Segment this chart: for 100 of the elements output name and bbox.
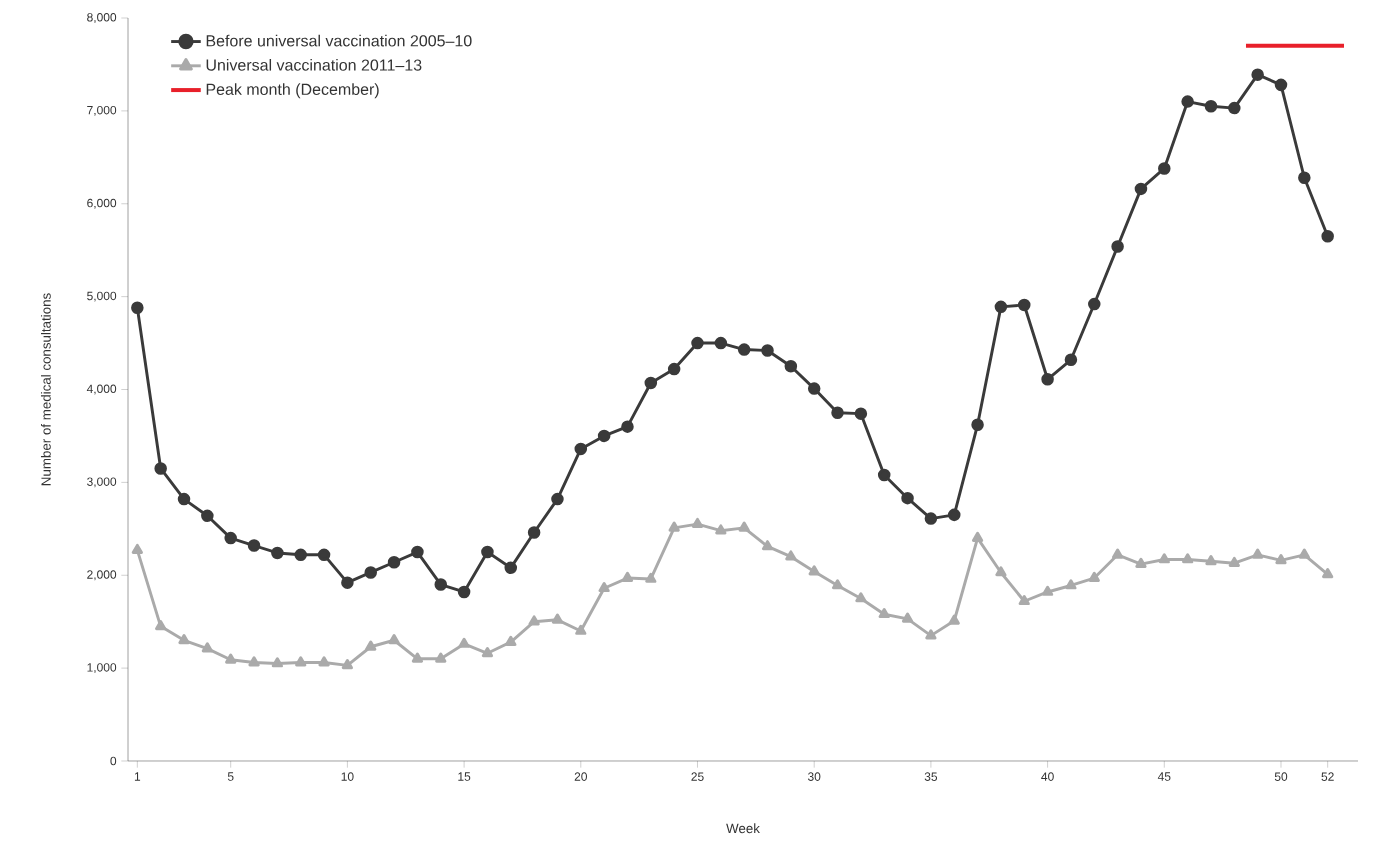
point	[878, 607, 890, 619]
point	[481, 647, 494, 658]
x-tick-label: 10	[341, 772, 354, 781]
legend-label: Before universal vaccination 2005–10	[206, 34, 472, 47]
point	[434, 578, 448, 591]
point	[924, 512, 938, 525]
point	[201, 642, 213, 653]
point	[668, 521, 680, 532]
point	[458, 637, 470, 648]
point	[575, 624, 587, 635]
point	[295, 656, 307, 667]
point	[411, 545, 424, 559]
x-tick-label: 45	[1157, 772, 1171, 781]
point	[387, 555, 401, 569]
point	[271, 546, 284, 560]
point	[667, 362, 681, 376]
point	[1041, 585, 1054, 596]
point	[341, 576, 354, 589]
y-tick-label: 7,000	[87, 105, 117, 116]
point	[457, 585, 471, 599]
point	[1251, 68, 1264, 81]
point	[1252, 548, 1264, 559]
point	[1181, 95, 1194, 108]
point	[1041, 373, 1054, 386]
point	[737, 343, 751, 356]
x-tick-label: 15	[458, 772, 471, 781]
point	[1321, 229, 1334, 243]
y-tick-label: 5,000	[87, 291, 117, 302]
point	[1088, 297, 1101, 311]
point	[1017, 298, 1031, 312]
point	[785, 550, 797, 561]
point	[574, 442, 588, 456]
point	[294, 548, 307, 562]
point	[317, 548, 331, 562]
point	[877, 468, 891, 482]
point	[528, 615, 540, 626]
point	[155, 620, 167, 631]
point	[1158, 553, 1170, 564]
point	[551, 613, 564, 624]
point	[505, 635, 517, 646]
point	[691, 336, 704, 350]
point	[831, 579, 844, 590]
x-tick-label: 52	[1321, 772, 1334, 781]
point	[1182, 553, 1194, 564]
point	[364, 566, 377, 579]
point	[901, 612, 914, 623]
point	[808, 565, 820, 576]
point	[154, 462, 167, 475]
point	[1228, 101, 1241, 115]
point	[1018, 594, 1030, 606]
point	[1064, 353, 1078, 367]
point	[994, 300, 1008, 314]
point	[901, 491, 914, 505]
point	[1111, 240, 1124, 253]
point	[177, 492, 191, 506]
x-tick-label: 25	[691, 772, 704, 781]
point	[947, 508, 961, 522]
x-tick-label: 50	[1274, 772, 1288, 781]
point	[807, 382, 821, 395]
point	[411, 652, 424, 663]
legend-label: Peak month (December)	[206, 83, 379, 99]
x-tick-label: 1	[134, 772, 141, 781]
point	[271, 657, 283, 668]
point	[318, 656, 330, 667]
legend-label: Universal vaccination 2011–13	[206, 59, 422, 71]
point	[341, 659, 354, 670]
point	[248, 656, 260, 667]
point	[971, 531, 984, 542]
point	[1111, 548, 1124, 559]
point	[1204, 99, 1218, 113]
point	[1135, 557, 1147, 568]
y-tick-label: 2,000	[87, 570, 117, 581]
point	[388, 633, 400, 645]
y-tick-label: 8,000	[87, 13, 117, 23]
point	[854, 407, 868, 420]
point	[1134, 182, 1148, 196]
y-tick-label: 3,000	[87, 477, 117, 488]
point	[948, 614, 960, 625]
point	[1275, 554, 1287, 565]
x-tick-label: 35	[924, 772, 938, 781]
point	[365, 640, 377, 651]
point	[831, 406, 844, 419]
y-tick-label: 4,000	[86, 384, 117, 395]
point	[1205, 555, 1217, 566]
point	[504, 561, 518, 575]
point	[784, 360, 798, 373]
x-tick-label: 30	[807, 772, 821, 781]
point	[691, 517, 704, 529]
point	[761, 540, 774, 551]
point	[738, 521, 750, 532]
point	[714, 336, 728, 350]
point	[131, 543, 143, 555]
point	[971, 418, 984, 432]
point	[1158, 162, 1171, 175]
point	[1228, 556, 1240, 568]
y-tick-label: 0	[110, 756, 117, 766]
x-tick-label: 40	[1041, 772, 1054, 781]
point	[481, 545, 494, 559]
point	[855, 592, 867, 603]
y-axis-title: Number of medical consultations	[40, 293, 51, 486]
